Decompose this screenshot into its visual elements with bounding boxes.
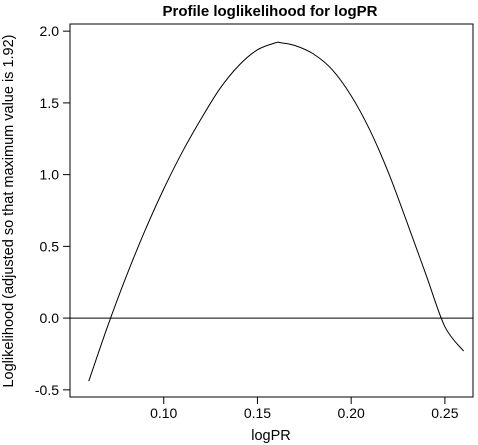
loglikelihood-curve [88,41,465,382]
y-tick-label: 0.5 [40,238,60,254]
x-axis: 0.10 0.15 0.20 0.25 [150,397,459,421]
x-axis-label: logPR [251,428,291,444]
chart-title: Profile loglikelihood for logPR [162,3,377,20]
y-axis: -0.5 0.0 0.5 1.0 1.5 2.0 [35,23,70,398]
y-tick-label: 1.5 [40,95,60,111]
plot-frame [69,23,474,398]
x-tick-label: 0.15 [244,405,271,421]
x-tick-label: 0.10 [150,405,177,421]
y-tick-label: 0.0 [40,310,60,326]
y-tick-label: 1.0 [40,167,60,183]
y-axis-label: Loglikelihood (adjusted so that maximum … [1,34,17,387]
x-tick-label: 0.25 [431,405,458,421]
y-tick-label: -0.5 [35,382,59,398]
x-tick-label: 0.20 [338,405,365,421]
y-tick-label: 2.0 [40,23,60,39]
